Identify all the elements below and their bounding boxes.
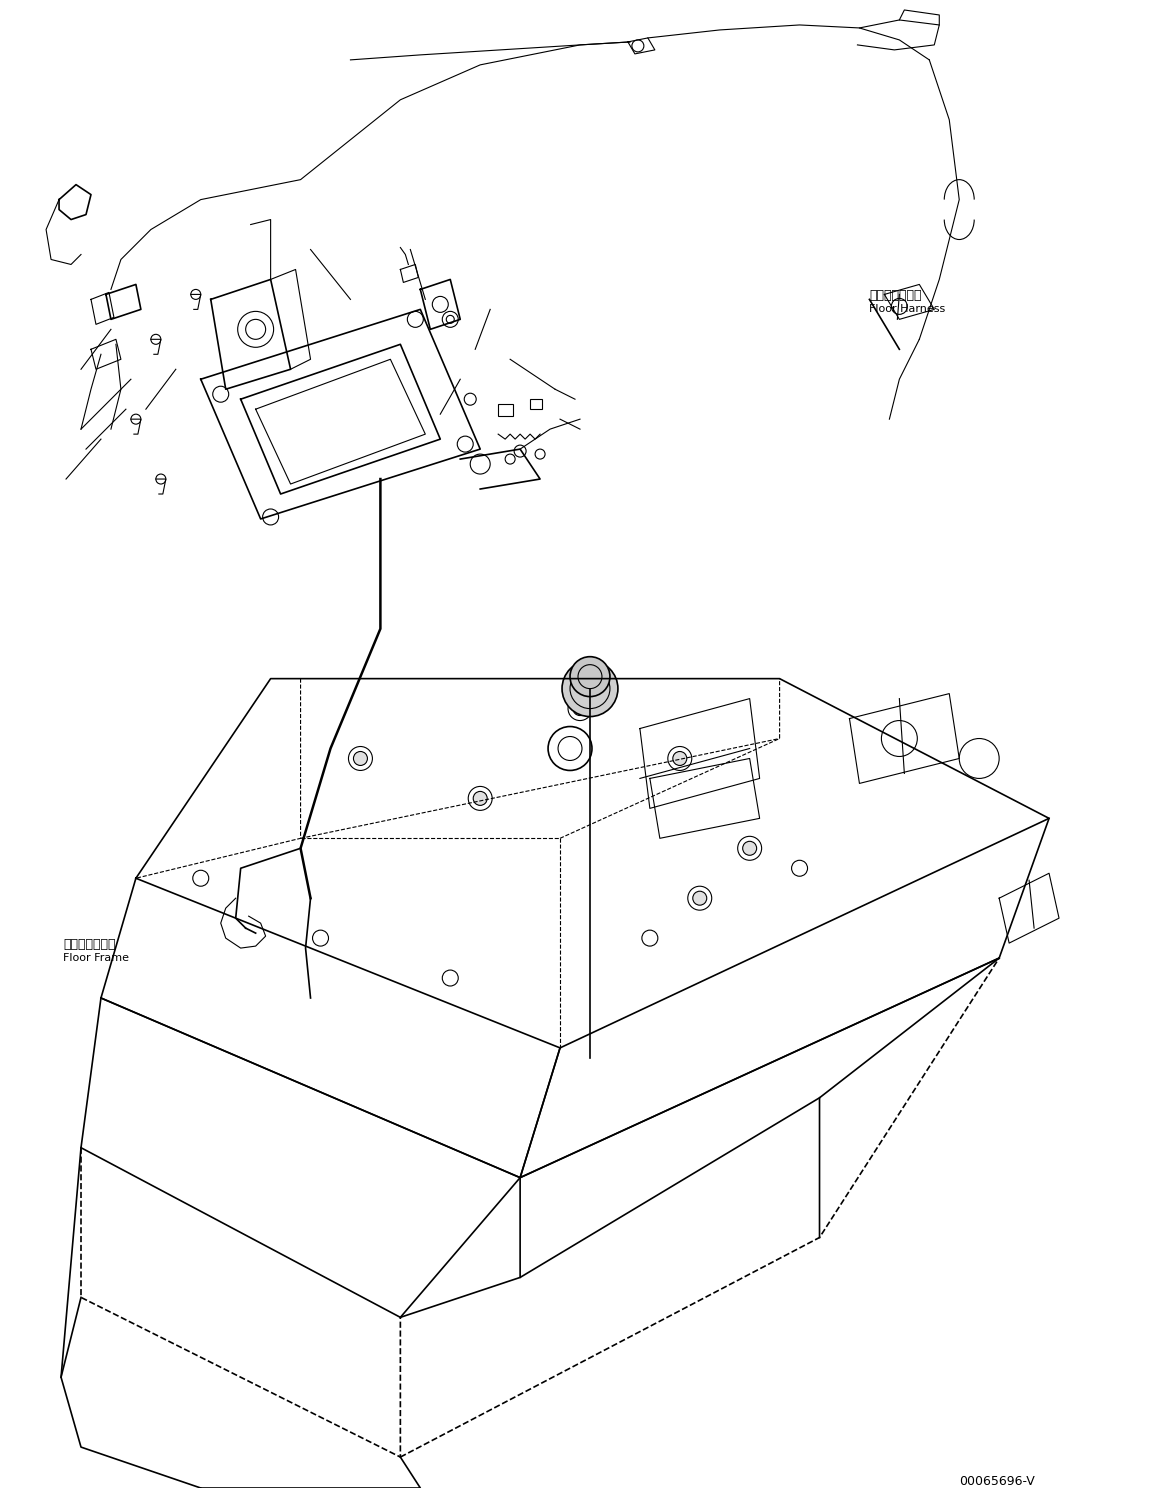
- Circle shape: [570, 656, 610, 696]
- Circle shape: [353, 751, 367, 765]
- Text: フロアフレーム: フロアフレーム: [63, 938, 116, 951]
- Circle shape: [474, 792, 488, 805]
- Text: フロアハーネス: フロアハーネス: [870, 289, 922, 303]
- Text: Floor Frame: Floor Frame: [63, 953, 129, 963]
- Circle shape: [693, 892, 707, 905]
- Circle shape: [562, 661, 618, 717]
- Bar: [531, 400, 542, 409]
- Text: Floor Harness: Floor Harness: [870, 304, 946, 315]
- Bar: [498, 404, 513, 416]
- Circle shape: [574, 702, 587, 716]
- Circle shape: [673, 751, 687, 765]
- Circle shape: [743, 841, 757, 856]
- Text: 00065696-V: 00065696-V: [959, 1475, 1034, 1488]
